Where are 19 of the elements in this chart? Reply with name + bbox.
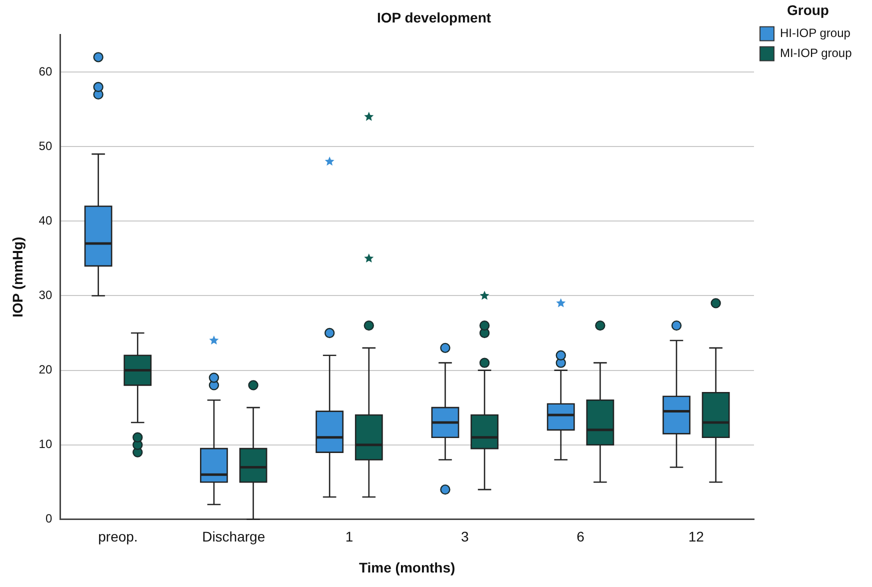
y-tick-label: 30 [38, 288, 52, 302]
legend-label: MI-IOP group [780, 46, 852, 60]
y-tick-label: 60 [38, 64, 52, 78]
legend-title: Group [786, 2, 829, 18]
x-tick-label: 12 [688, 528, 704, 545]
y-axis-title: IOP (mmHg) [9, 236, 26, 318]
y-tick-label: 40 [38, 213, 52, 228]
y-tick-label: 10 [38, 437, 52, 452]
chart-title: IOP development [376, 9, 492, 26]
y-tick-label: 50 [38, 138, 52, 153]
legend-label: HI-IOP group [780, 26, 851, 40]
x-tick-label: 6 [576, 528, 585, 545]
y-tick-label: 20 [38, 362, 52, 377]
x-tick-label: 3 [460, 528, 469, 545]
x-axis-title: Time (months) [358, 559, 456, 576]
x-tick-label: Discharge [202, 528, 266, 545]
y-tick-label: 0 [45, 512, 52, 526]
x-tick-label: 1 [345, 528, 354, 545]
x-tick-label: preop. [98, 528, 138, 545]
